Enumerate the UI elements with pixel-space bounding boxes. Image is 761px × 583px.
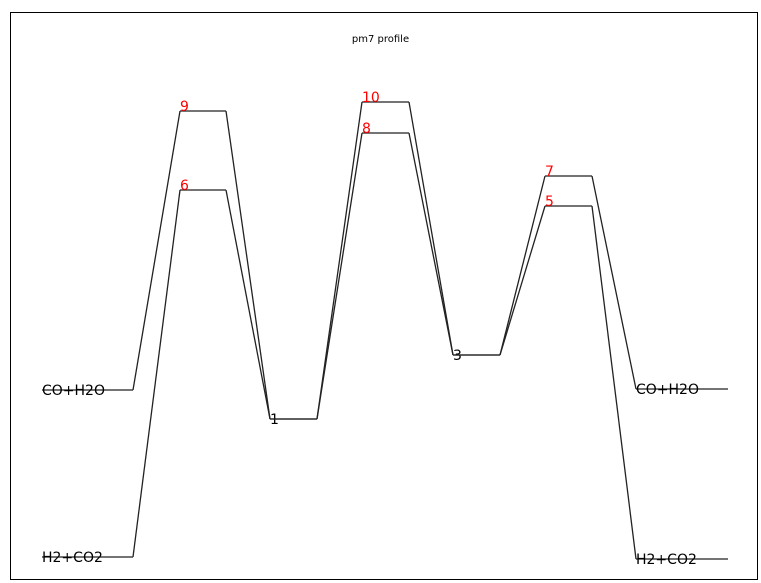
connector [132,110,181,391]
node-label: H2+CO2 [636,552,697,568]
node-label: 6 [180,178,189,194]
node-label: 1 [270,412,279,428]
node-label: H2+CO2 [42,550,103,566]
connector [591,205,637,560]
connector [132,189,181,558]
node-label: CO+H2O [42,383,105,399]
connector [408,101,454,356]
connector [316,101,363,420]
node-label: 3 [453,348,462,364]
node-label: 8 [362,121,371,137]
connector [499,205,546,356]
diagram-frame [10,12,758,580]
connector [499,175,546,356]
node-label: 10 [362,90,380,106]
connector [591,175,637,390]
node-label: 9 [180,99,189,115]
connector [225,189,271,420]
diagram-title: pm7 profile [351,34,410,45]
node-label: CO+H2O [636,382,699,398]
node-label: 5 [545,194,554,210]
connector [225,110,271,420]
CO+H2O-path: CO+H2O 9 1 10 3 7 CO+H2O [42,90,728,428]
connector [408,132,454,356]
node-label: 7 [545,164,554,180]
H2+CO2-path: H2+CO2 6 8 5 H2+CO2 [42,121,728,568]
connector [316,132,363,420]
